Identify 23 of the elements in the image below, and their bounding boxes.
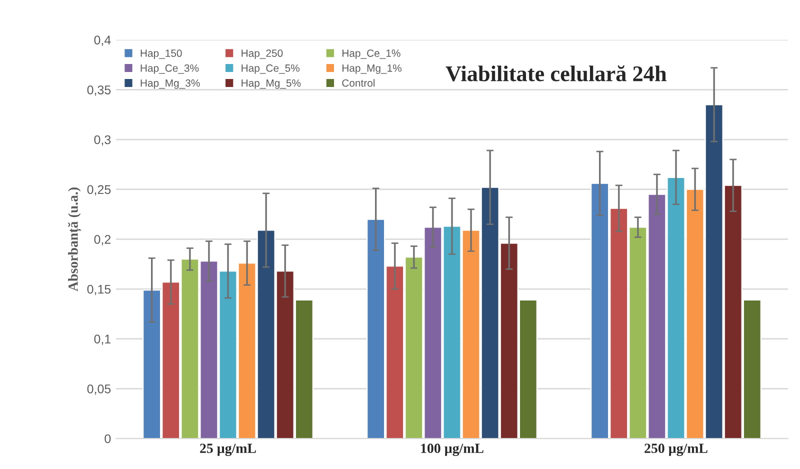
- legend-label: Hap_150: [140, 50, 182, 59]
- y-tick-label: 0,05: [87, 384, 111, 395]
- legend-label: Hap_Ce_1%: [342, 50, 400, 59]
- y-tick-label: 0,2: [94, 234, 111, 246]
- y-tick-label: 0,3: [94, 135, 111, 146]
- legend-label: Hap_250: [242, 50, 283, 59]
- y-tick-label: 0,15: [87, 284, 111, 296]
- x-tick-label: 25 µg/mL: [200, 444, 256, 456]
- x-tick-label: 250 µg/mL: [644, 444, 708, 456]
- legend-label: Hap_Mg_3%: [140, 79, 200, 89]
- x-tick-label: 100 µg/mL: [421, 444, 484, 456]
- legend-label: Hap_Ce_3%: [140, 64, 199, 74]
- y-tick-label: 0: [104, 434, 111, 444]
- y-tick-label: 0,35: [87, 85, 111, 96]
- y-tick-label: 0,25: [87, 185, 111, 196]
- legend-label: Hap_Mg_5%: [242, 79, 301, 89]
- y-tick-label: 0,4: [94, 36, 111, 46]
- legend-label: Hap_Mg_1%: [342, 64, 402, 74]
- legend-label: Hap_Ce_5%: [242, 64, 300, 74]
- legend-label: Control: [342, 79, 375, 87]
- y-tick-label: 0,1: [94, 334, 111, 345]
- text: Viabilitate celulară 24h: [446, 65, 667, 82]
- y-axis-title: Absorbanță (u.a.): [68, 188, 82, 292]
